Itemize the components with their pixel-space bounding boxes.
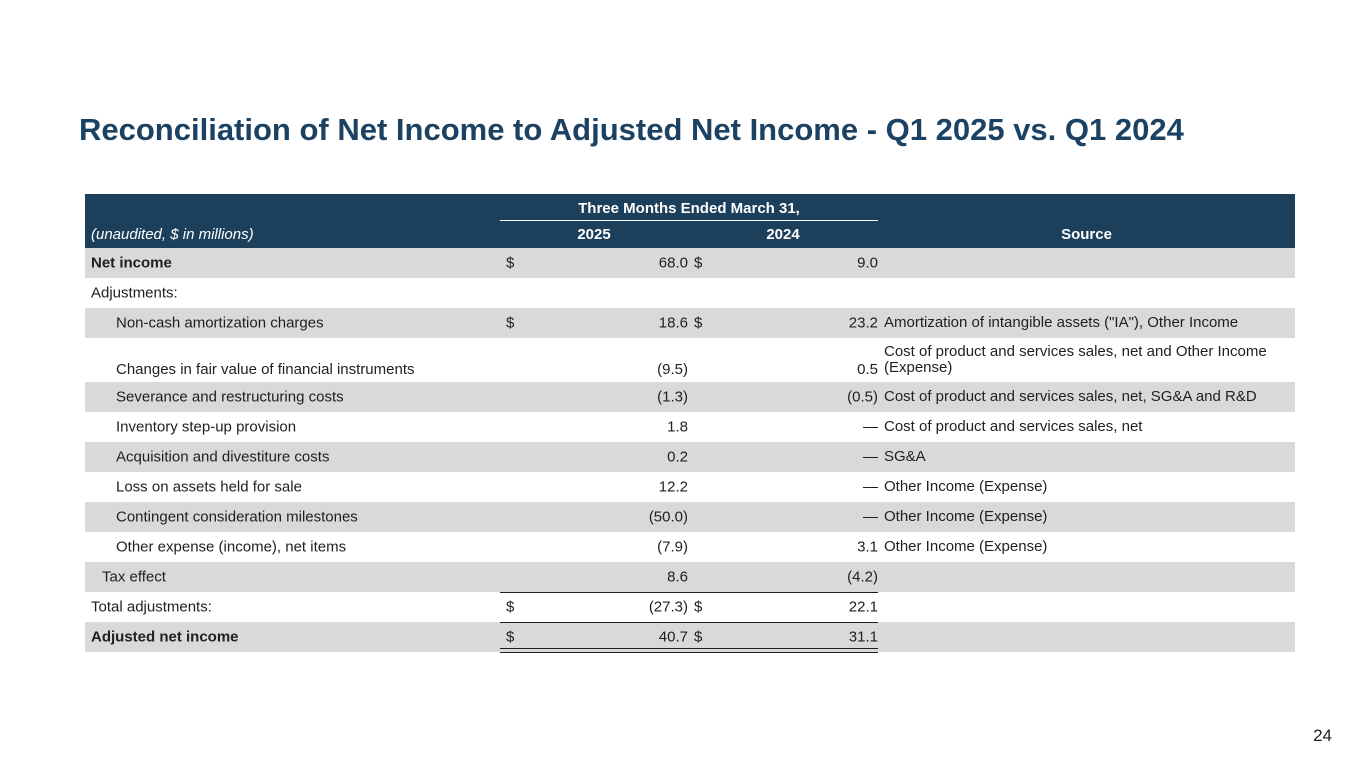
source-text: Cost of product and services sales, net,… bbox=[884, 388, 1257, 405]
dollar-sign-2024: $ bbox=[694, 254, 703, 272]
value-2024: — bbox=[863, 508, 878, 526]
row-severance-restructuring: Severance and restructuring costs (1.3) … bbox=[85, 382, 1295, 412]
page-title: Reconciliation of Net Income to Adjusted… bbox=[79, 112, 1184, 147]
row-other-expense: Other expense (income), net items (7.9) … bbox=[85, 532, 1295, 562]
adjusted-top-rule bbox=[500, 622, 878, 623]
row-label: Acquisition and divestiture costs bbox=[116, 448, 330, 466]
value-2024: (0.5) bbox=[847, 388, 878, 406]
row-adjustments: Adjustments: bbox=[85, 278, 1295, 308]
value-2025: 8.6 bbox=[667, 568, 688, 586]
header-unit-label: (unaudited, $ in millions) bbox=[91, 226, 254, 243]
source-text: Other Income (Expense) bbox=[884, 478, 1048, 495]
value-2025: 1.8 bbox=[667, 418, 688, 436]
dollar-sign-2025: $ bbox=[506, 254, 515, 272]
value-2024: 22.1 bbox=[848, 598, 878, 616]
table-header: Three Months Ended March 31, (unaudited,… bbox=[85, 194, 1295, 248]
row-label: Total adjustments: bbox=[91, 598, 212, 616]
source-text: Other Income (Expense) bbox=[884, 508, 1048, 525]
value-2025: (27.3) bbox=[648, 598, 688, 616]
row-fair-value-changes: Changes in fair value of financial instr… bbox=[85, 338, 1295, 382]
row-total-adjustments: Total adjustments: $ (27.3) $ 22.1 bbox=[85, 592, 1295, 622]
row-contingent-consideration: Contingent consideration milestones (50.… bbox=[85, 502, 1295, 532]
row-label: Other expense (income), net items bbox=[116, 538, 347, 556]
header-col-2025: 2025 bbox=[577, 226, 611, 243]
row-acquisition-divestiture: Acquisition and divestiture costs 0.2 — … bbox=[85, 442, 1295, 472]
dollar-sign-2024: $ bbox=[694, 314, 703, 332]
value-2025: 0.2 bbox=[667, 448, 688, 466]
row-label: Non-cash amortization charges bbox=[116, 314, 324, 332]
row-net-income: Net income $ 68.0 $ 9.0 bbox=[85, 248, 1295, 278]
row-label: Changes in fair value of financial instr… bbox=[116, 361, 415, 378]
value-2024: 23.2 bbox=[848, 314, 878, 332]
value-2025: (1.3) bbox=[657, 388, 688, 406]
total-top-rule bbox=[500, 592, 878, 593]
header-col-source: Source bbox=[1061, 226, 1112, 243]
value-2024: 31.1 bbox=[848, 628, 878, 646]
row-label: Contingent consideration milestones bbox=[116, 508, 358, 526]
adjusted-double-underline bbox=[500, 648, 878, 653]
header-period-group: Three Months Ended March 31, bbox=[578, 200, 800, 217]
value-2024: 0.5 bbox=[857, 361, 878, 378]
row-label: Loss on assets held for sale bbox=[116, 478, 302, 496]
header-col-2024: 2024 bbox=[766, 226, 800, 243]
value-2024: — bbox=[863, 418, 878, 436]
row-label: Adjustments: bbox=[91, 284, 178, 302]
row-label: Adjusted net income bbox=[91, 628, 239, 646]
value-2024: — bbox=[863, 448, 878, 466]
source-text: Cost of product and services sales, net bbox=[884, 418, 1143, 435]
value-2024: — bbox=[863, 478, 878, 496]
dollar-sign-2025: $ bbox=[506, 628, 515, 646]
row-label: Severance and restructuring costs bbox=[116, 388, 344, 406]
value-2025: (50.0) bbox=[648, 508, 688, 526]
row-adjusted-net-income: Adjusted net income $ 40.7 $ 31.1 bbox=[85, 622, 1295, 653]
dollar-sign-2024: $ bbox=[694, 628, 703, 646]
dollar-sign-2025: $ bbox=[506, 598, 515, 616]
source-text: SG&A bbox=[884, 448, 926, 465]
row-label: Tax effect bbox=[102, 568, 166, 586]
page-number: 24 bbox=[1313, 726, 1332, 745]
value-2024: 9.0 bbox=[857, 254, 878, 272]
row-label: Net income bbox=[91, 254, 172, 272]
source-text: Amortization of intangible assets ("IA")… bbox=[884, 314, 1239, 331]
dollar-sign-2024: $ bbox=[694, 598, 703, 616]
dollar-sign-2025: $ bbox=[506, 314, 515, 332]
row-tax-effect: Tax effect 8.6 (4.2) bbox=[85, 562, 1295, 592]
value-2024: (4.2) bbox=[847, 568, 878, 586]
value-2025: (9.5) bbox=[657, 361, 688, 378]
row-label: Inventory step-up provision bbox=[116, 418, 297, 436]
row-loss-on-assets: Loss on assets held for sale 12.2 — Othe… bbox=[85, 472, 1295, 502]
source-text: Other Income (Expense) bbox=[884, 538, 1048, 555]
source-text: Cost of product and services sales, net … bbox=[884, 343, 1267, 376]
value-2025: 12.2 bbox=[658, 478, 688, 496]
reconciliation-table: Three Months Ended March 31, (unaudited,… bbox=[85, 194, 1295, 653]
value-2025: 40.7 bbox=[658, 628, 688, 646]
value-2025: (7.9) bbox=[657, 538, 688, 556]
row-inventory-step-up: Inventory step-up provision 1.8 — Cost o… bbox=[85, 412, 1295, 442]
value-2025: 68.0 bbox=[658, 254, 688, 272]
value-2025: 18.6 bbox=[658, 314, 688, 332]
value-2024: 3.1 bbox=[857, 538, 878, 556]
row-non-cash-amortization: Non-cash amortization charges $ 18.6 $ 2… bbox=[85, 308, 1295, 338]
header-group-underline bbox=[500, 220, 878, 221]
